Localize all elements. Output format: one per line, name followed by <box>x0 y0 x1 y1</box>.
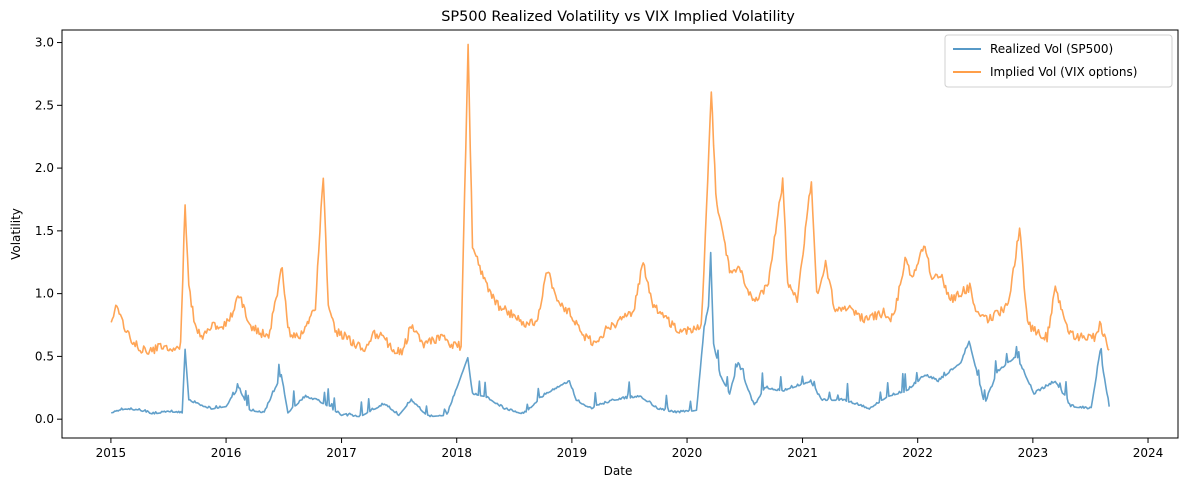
legend-label-implied: Implied Vol (VIX options) <box>990 65 1137 79</box>
x-tick-label: 2017 <box>326 446 357 460</box>
x-axis: 2015 2016 2017 2018 2019 2020 2021 2022 2023 2024 <box>96 438 1164 460</box>
y-axis-label: Volatility <box>9 208 23 260</box>
legend: Realized Vol (SP500) Implied Vol (VIX op… <box>944 34 1173 88</box>
x-axis-label: Date <box>604 464 633 478</box>
legend-box <box>944 34 1173 88</box>
y-axis: 0.0 0.5 1.0 1.5 2.0 2.5 3.0 <box>35 36 62 426</box>
x-tick-label: 2020 <box>672 446 703 460</box>
y-tick-label: 2.5 <box>35 98 54 112</box>
plot-area <box>110 43 1110 418</box>
x-tick-label: 2018 <box>441 446 472 460</box>
y-tick-label: 0.5 <box>35 349 54 363</box>
x-tick-label: 2015 <box>96 446 127 460</box>
y-tick-label: 1.0 <box>35 287 54 301</box>
y-tick-label: 2.0 <box>35 161 54 175</box>
plot-frame <box>61 29 1179 439</box>
x-tick-label: 2019 <box>557 446 588 460</box>
y-tick-label: 0.0 <box>35 412 54 426</box>
x-tick-label: 2016 <box>211 446 242 460</box>
x-tick-label: 2021 <box>787 446 818 460</box>
series-line-realized-vol <box>111 251 1110 418</box>
legend-label-realized: Realized Vol (SP500) <box>990 42 1113 56</box>
chart-title: SP500 Realized Volatility vs VIX Implied… <box>441 9 795 25</box>
x-tick-label: 2024 <box>1133 446 1164 460</box>
y-tick-label: 1.5 <box>35 224 54 238</box>
x-tick-label: 2023 <box>1018 446 1049 460</box>
x-tick-label: 2022 <box>902 446 933 460</box>
series-line-implied-vol <box>110 43 1110 356</box>
y-tick-label: 3.0 <box>35 36 54 50</box>
